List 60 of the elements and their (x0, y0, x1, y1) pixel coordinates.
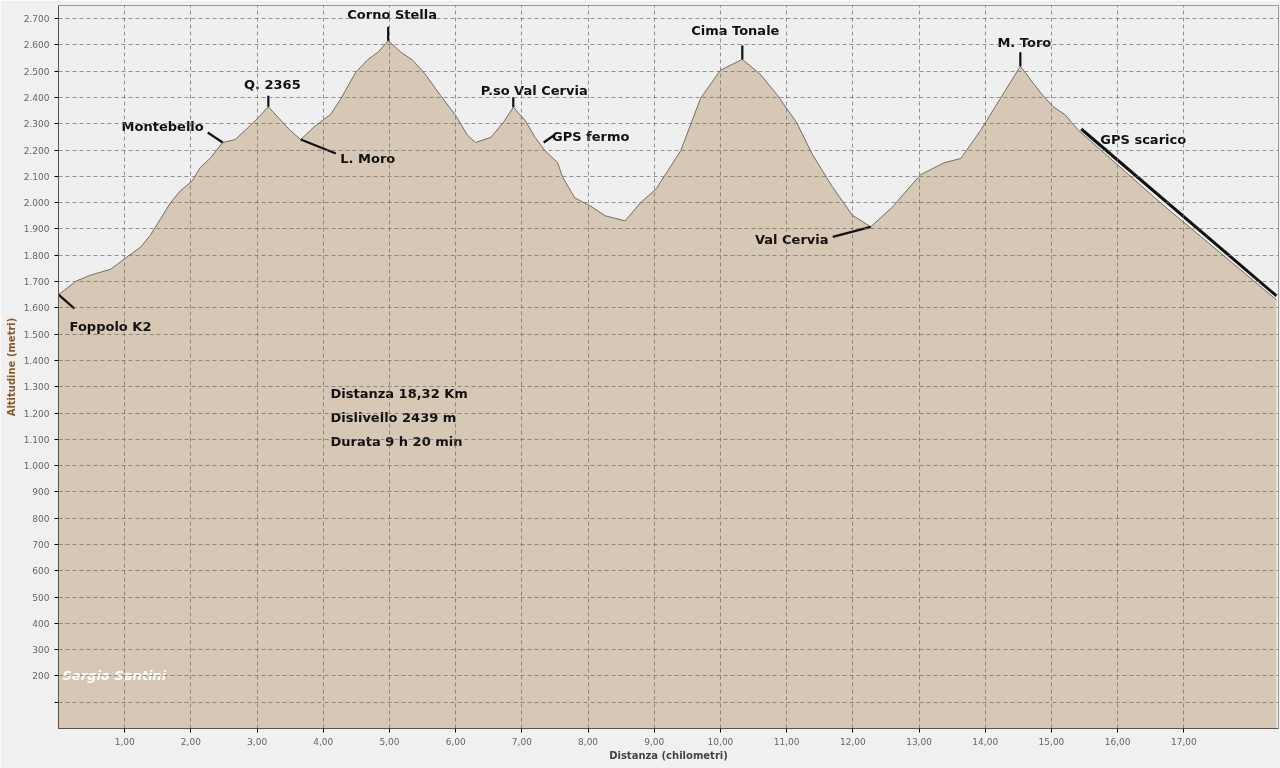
annotation: M. Toro (997, 34, 1052, 50)
annotation: GPS fermo (552, 128, 630, 144)
annotation: Distanza 18,32 Km (330, 386, 468, 401)
x-tick-label: 3,00 (247, 736, 268, 747)
y-tick-label: 2.700 (23, 14, 50, 25)
y-tick-label: 2.400 (23, 93, 50, 104)
y-tick-label: 2.500 (23, 66, 50, 77)
annotation: Durata 9 h 20 min (330, 434, 463, 449)
y-tick-label: 500 (32, 592, 50, 603)
x-tick-label: 6,00 (445, 736, 466, 747)
x-tick-label: 7,00 (511, 736, 533, 747)
x-tick-label: 2,00 (180, 736, 202, 747)
x-tick-label: 8,00 (578, 736, 599, 747)
y-tick-label: 2.200 (23, 145, 50, 156)
y-tick-label: 1.100 (23, 434, 50, 445)
y-tick-label: 2.600 (23, 40, 50, 51)
annotation: Corno Stella (347, 7, 438, 23)
y-tick-label: 1.200 (23, 408, 50, 419)
y-tick-label: 1.500 (23, 329, 50, 340)
annotation: Val Cervia (754, 232, 829, 248)
annotation: P.so Val Cervia (480, 82, 588, 98)
x-tick-label: 12,00 (839, 736, 867, 747)
y-tick-label: 800 (32, 513, 50, 524)
x-tick-label: 16,00 (1104, 736, 1131, 747)
y-tick-label: 900 (32, 487, 50, 498)
y-tick-label: 300 (32, 645, 50, 656)
y-tick-label: 1.400 (23, 355, 50, 366)
y-tick-label: 1.900 (23, 224, 50, 235)
y-tick-label: 700 (32, 539, 50, 550)
y-tick-label: 400 (32, 618, 50, 629)
y-tick-label: 1.300 (23, 382, 50, 393)
y-tick-label: 2.300 (23, 119, 50, 130)
annotation: Q. 2365 (243, 77, 301, 93)
x-tick-label: 4,00 (313, 736, 334, 747)
y-tick-label: 2.100 (23, 171, 50, 182)
x-tick-label: 15,00 (1038, 736, 1065, 747)
annotation: Dislivello 2439 m (330, 410, 457, 425)
x-tick-label: 14,00 (972, 736, 999, 747)
annotation: Foppolo K2 (69, 319, 152, 335)
y-tick-label: 1.800 (23, 250, 50, 261)
y-axis-title: Altitudine (metri) (5, 317, 17, 417)
x-tick-label: 13,00 (906, 736, 933, 747)
x-tick-label: 1,00 (114, 736, 135, 747)
annotation: L. Moro (340, 151, 396, 167)
x-tick-label: 5,00 (379, 736, 400, 747)
annotation: Sergio Santini (62, 668, 167, 683)
annotation: Cima Tonale (691, 22, 780, 38)
x-tick-label: 10,00 (707, 736, 734, 747)
x-tick-label: 17,00 (1170, 736, 1197, 747)
y-tick-label: 1.600 (23, 303, 50, 314)
x-tick-label: 9,00 (644, 736, 665, 747)
y-tick-label: 600 (32, 566, 50, 577)
x-tick-label: 11,00 (773, 736, 800, 747)
y-tick-label: 1.700 (23, 277, 50, 288)
annotation: GPS scarico (1100, 131, 1187, 147)
x-axis-title: Distanza (chilometri) (609, 749, 728, 761)
annotation: Montebello (121, 118, 204, 134)
y-tick-label: 200 (32, 671, 50, 682)
y-tick-label: 1.000 (23, 461, 50, 472)
y-tick-label: 2.000 (23, 198, 50, 209)
